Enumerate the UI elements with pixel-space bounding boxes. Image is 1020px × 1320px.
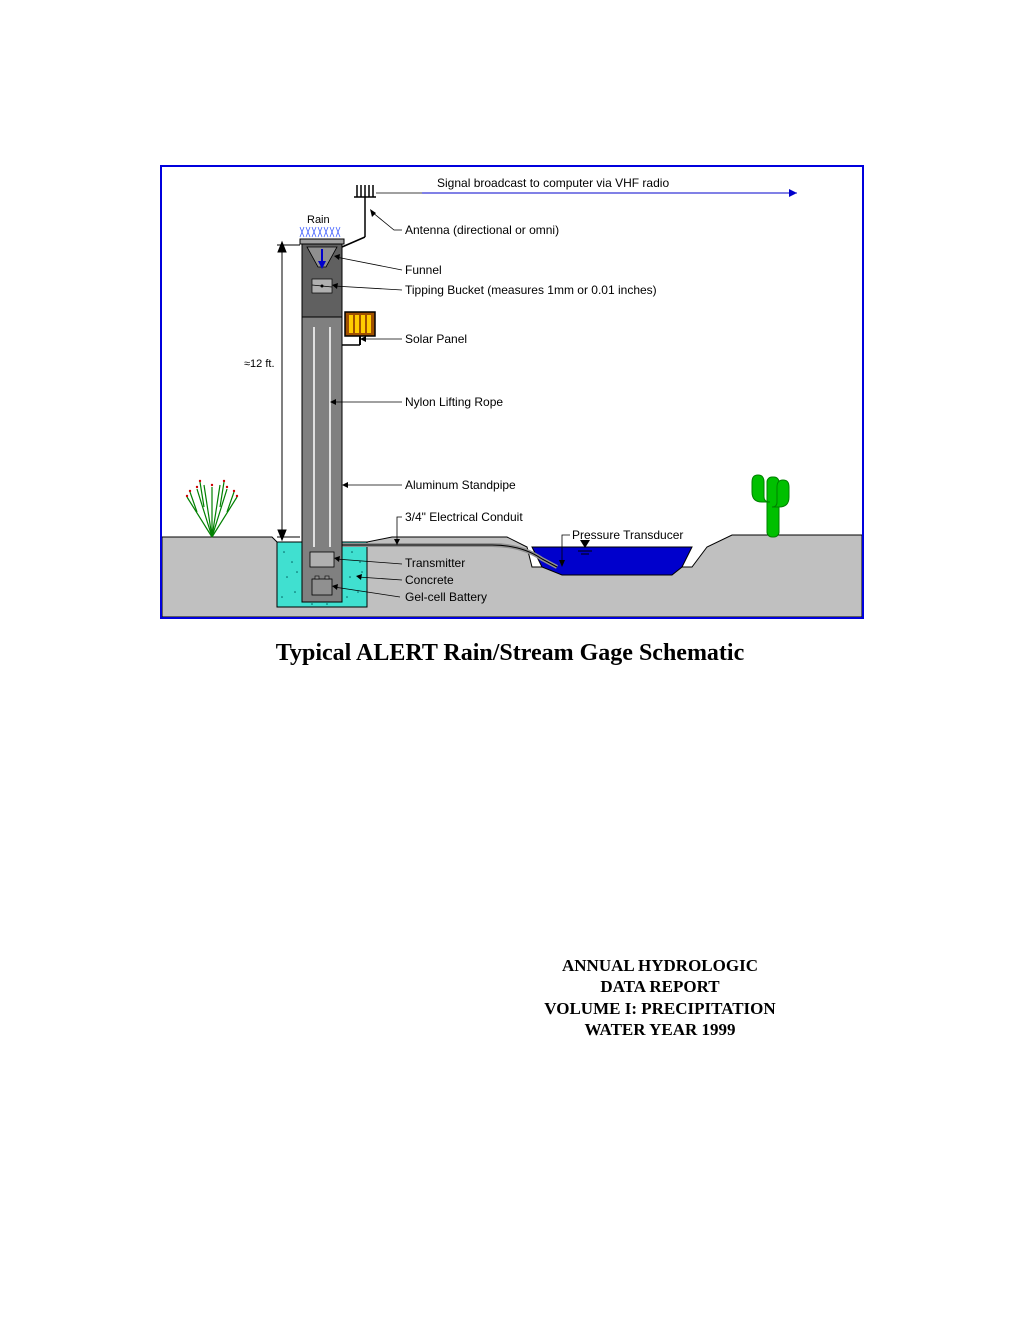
tipping-label: Tipping Bucket (measures 1mm or 0.01 inc… — [405, 283, 657, 297]
report-text: ANNUAL HYDROLOGIC DATA REPORT VOLUME I: … — [500, 955, 820, 1040]
cactus — [752, 475, 789, 537]
water — [532, 547, 692, 575]
transducer-label: Pressure Transducer — [572, 528, 683, 542]
diagram-caption: Typical ALERT Rain/Stream Gage Schematic — [160, 640, 860, 667]
standpipe-label: Aluminum Standpipe — [405, 478, 516, 492]
antenna-label: Antenna (directional or omni) — [405, 223, 559, 237]
transmitter — [310, 552, 334, 567]
rain-hatching — [300, 227, 340, 237]
report-line4: WATER YEAR 1999 — [584, 1020, 735, 1039]
report-line1: ANNUAL HYDROLOGIC — [562, 956, 758, 975]
schematic-frame: ≈12 ft. Signal broadcast to computer via… — [160, 165, 864, 619]
solar-panel — [345, 312, 375, 336]
conduit-label: 3/4" Electrical Conduit — [405, 510, 523, 524]
concrete-label: Concrete — [405, 573, 454, 587]
transmitter-label: Transmitter — [405, 556, 465, 570]
signal-label: Signal broadcast to computer via VHF rad… — [437, 176, 669, 190]
height-dimension — [277, 242, 300, 540]
tipping-bucket — [312, 279, 332, 293]
report-line2: DATA REPORT — [600, 977, 719, 996]
rain-label: Rain — [307, 214, 330, 226]
report-line3: VOLUME I: PRECIPITATION — [544, 999, 775, 1018]
schematic-svg: ≈12 ft. Signal broadcast to computer via… — [162, 167, 862, 617]
rope-label: Nylon Lifting Rope — [405, 395, 503, 409]
battery — [312, 579, 332, 595]
funnel-label: Funnel — [405, 263, 442, 277]
height-label: ≈12 ft. — [244, 358, 275, 370]
solar-label: Solar Panel — [405, 332, 467, 346]
battery-label: Gel-cell Battery — [405, 590, 487, 604]
bush — [187, 482, 237, 537]
